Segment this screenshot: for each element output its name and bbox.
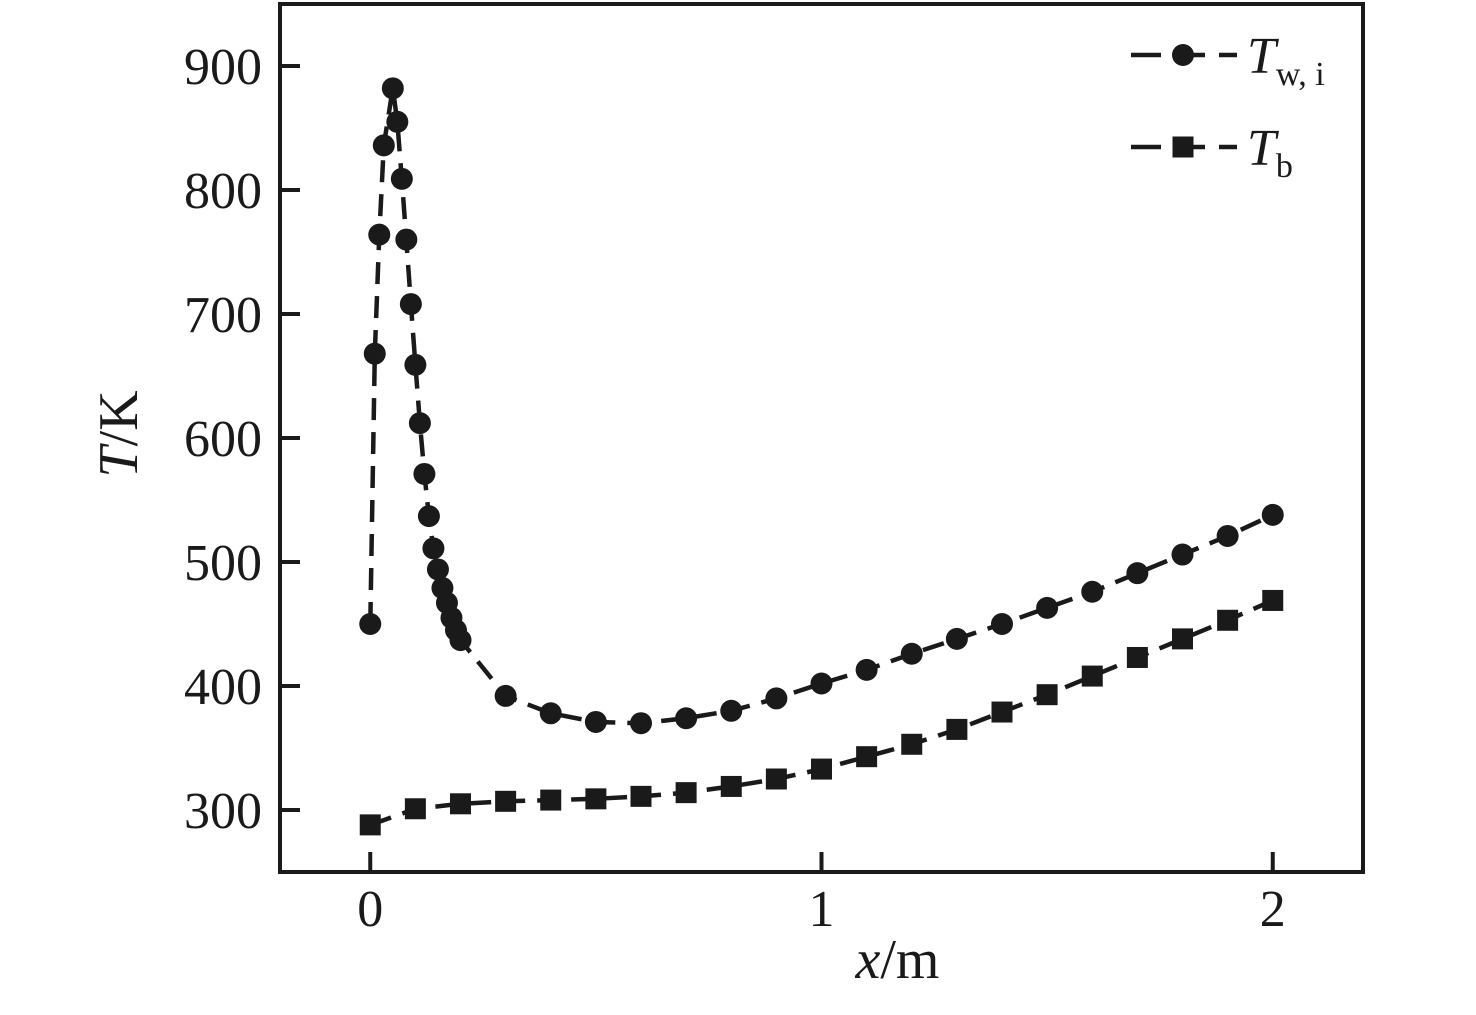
legend-item-T_w,i: Tw, i bbox=[1131, 28, 1325, 93]
data-point-T_b bbox=[450, 793, 471, 815]
legend-label-T_b: Tb bbox=[1247, 120, 1293, 185]
data-point-T_w,i bbox=[810, 672, 833, 695]
data-point-T_w,i bbox=[413, 462, 436, 485]
data-point-T_w,i bbox=[494, 684, 517, 707]
legend-label-T_w,i: Tw, i bbox=[1247, 28, 1325, 93]
y-axis-title: T/K bbox=[88, 390, 150, 477]
legend-item-T_b: Tb bbox=[1131, 120, 1293, 185]
data-point-T_b bbox=[495, 790, 517, 812]
data-point-T_b bbox=[1217, 609, 1239, 631]
data-point-T_w,i bbox=[422, 537, 445, 560]
y-tick-label: 600 bbox=[184, 411, 262, 468]
data-point-T_b bbox=[1126, 646, 1148, 668]
data-point-T_b bbox=[720, 775, 742, 797]
data-point-T_w,i bbox=[1261, 503, 1284, 526]
data-point-T_w,i bbox=[363, 342, 386, 365]
x-tick-label: 0 bbox=[357, 881, 383, 938]
data-point-T_w,i bbox=[399, 293, 422, 316]
data-point-T_b bbox=[585, 788, 607, 810]
data-point-T_w,i bbox=[359, 613, 382, 635]
data-point-T_w,i bbox=[426, 558, 449, 581]
data-point-T_w,i bbox=[630, 712, 652, 735]
data-point-T_b bbox=[856, 746, 878, 768]
data-point-T_b bbox=[1262, 589, 1284, 611]
data-point-T_b bbox=[404, 798, 426, 820]
data-point-T_b bbox=[1172, 628, 1193, 650]
data-point-T_w,i bbox=[1126, 562, 1149, 585]
y-tick-label: 400 bbox=[184, 659, 262, 716]
data-point-T_w,i bbox=[720, 699, 743, 722]
y-tick-label: 300 bbox=[184, 783, 262, 840]
data-point-T_w,i bbox=[945, 627, 968, 650]
data-point-T_b bbox=[901, 733, 923, 755]
data-point-T_w,i bbox=[390, 167, 413, 190]
data-point-T_w,i bbox=[368, 223, 391, 246]
legend-marker-T_w,i bbox=[1172, 44, 1194, 66]
plot-frame bbox=[278, 2, 1365, 874]
data-point-T_b bbox=[946, 718, 968, 740]
data-point-T_b bbox=[1036, 684, 1058, 706]
data-point-T_w,i bbox=[404, 353, 427, 376]
data-point-T_w,i bbox=[675, 707, 698, 730]
x-tick-label: 2 bbox=[1260, 881, 1286, 938]
data-point-T_w,i bbox=[584, 710, 607, 733]
x-axis-title: x/m bbox=[855, 929, 940, 991]
data-point-T_b bbox=[540, 789, 562, 811]
data-point-T_w,i bbox=[1036, 596, 1059, 619]
data-point-T_w,i bbox=[386, 110, 409, 133]
data-point-T_b bbox=[1081, 665, 1103, 687]
data-point-T_b bbox=[765, 768, 787, 790]
data-point-T_b bbox=[675, 782, 697, 804]
y-tick-label: 700 bbox=[184, 287, 262, 344]
data-point-T_b bbox=[991, 701, 1013, 723]
x-axis: 0 1 2 bbox=[357, 852, 1286, 938]
y-tick-label: 900 bbox=[184, 39, 262, 96]
y-axis: 300 400 500 600 700 800 900 bbox=[184, 39, 300, 840]
data-point-T_b bbox=[630, 785, 652, 807]
data-point-T_w,i bbox=[900, 642, 923, 665]
data-point-T_w,i bbox=[372, 134, 395, 157]
data-point-T_w,i bbox=[539, 702, 562, 725]
data-point-T_w,i bbox=[991, 613, 1013, 635]
x-tick-label: 1 bbox=[809, 881, 835, 938]
data-point-T_w,i bbox=[765, 687, 788, 710]
y-tick-label: 500 bbox=[184, 535, 262, 592]
data-point-T_w,i bbox=[449, 629, 472, 652]
data-point-T_w,i bbox=[417, 505, 440, 528]
data-point-T_b bbox=[811, 758, 832, 780]
data-point-T_w,i bbox=[1171, 543, 1194, 566]
series-T_b bbox=[359, 589, 1284, 836]
data-point-T_w,i bbox=[855, 658, 878, 681]
data-point-T_w,i bbox=[408, 412, 431, 435]
data-point-T_b bbox=[359, 814, 381, 836]
data-point-T_w,i bbox=[381, 77, 404, 100]
data-point-T_w,i bbox=[1216, 524, 1239, 547]
legend-marker-T_b bbox=[1172, 136, 1194, 158]
data-point-T_w,i bbox=[395, 228, 418, 251]
series-T_w,i bbox=[359, 77, 1284, 735]
data-point-T_w,i bbox=[1081, 580, 1104, 603]
series-line-T_w,i bbox=[368, 87, 1274, 726]
y-tick-label: 800 bbox=[184, 163, 262, 220]
legend: Tw, i Tb bbox=[1131, 28, 1325, 185]
